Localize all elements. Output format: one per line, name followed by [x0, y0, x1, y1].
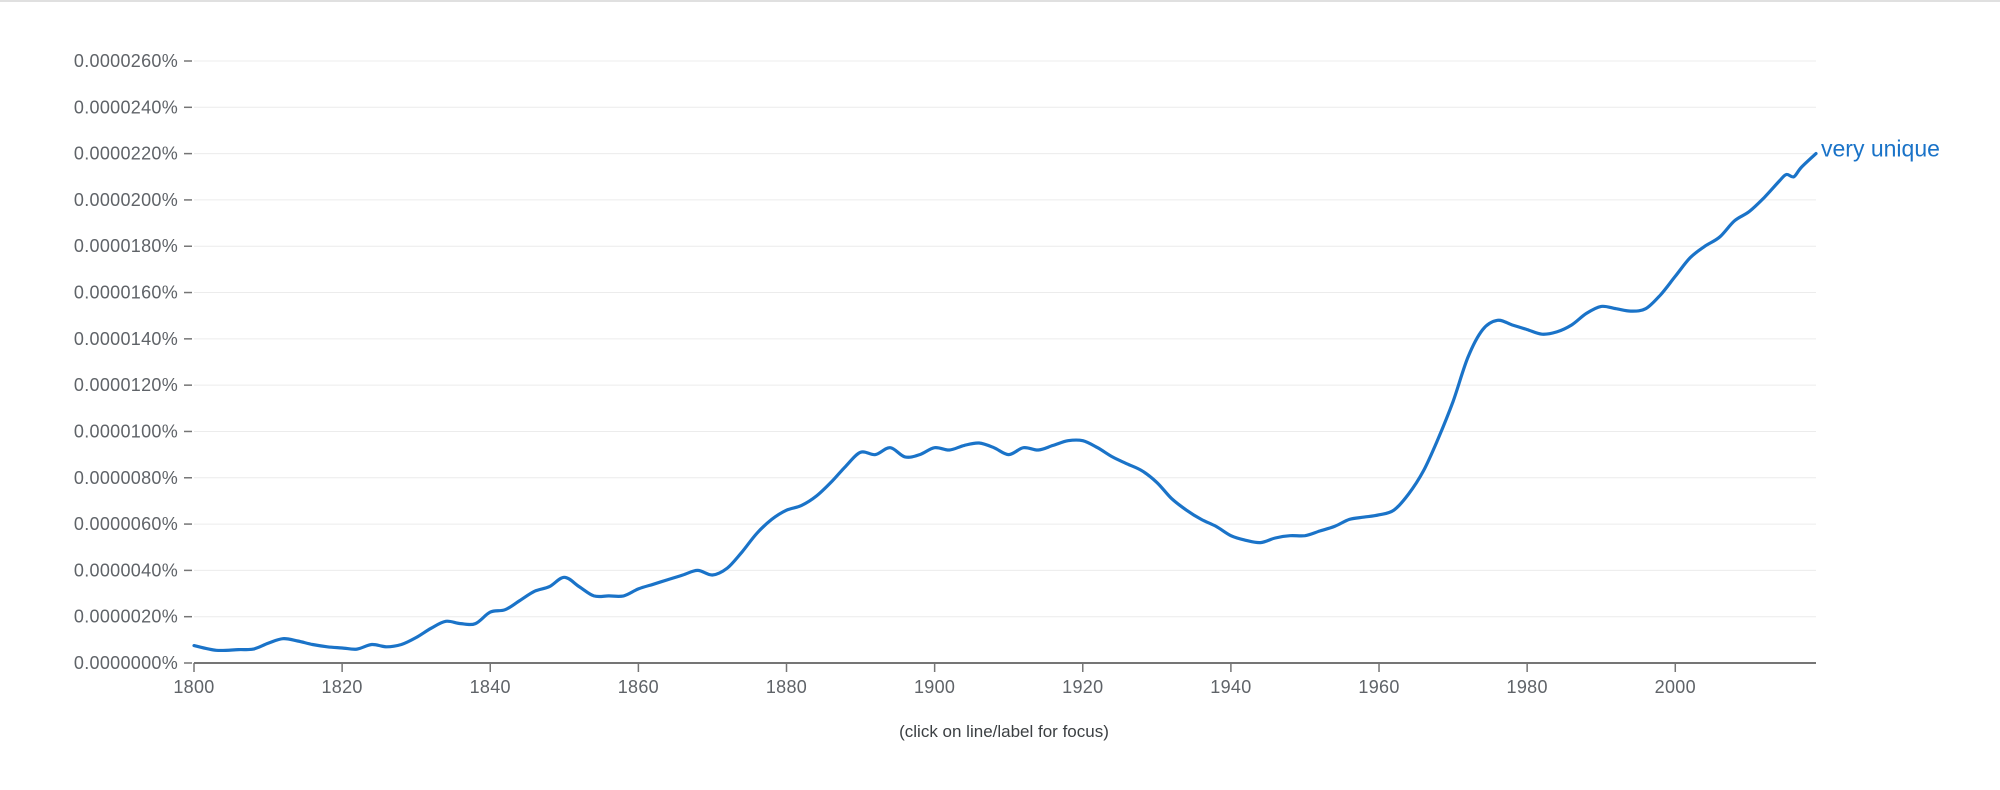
y-tick-label: 0.0000100% [74, 421, 178, 441]
x-tick-label: 1900 [914, 677, 955, 697]
y-tick-label: 0.0000040% [74, 560, 178, 580]
x-tick-label: 1860 [618, 677, 659, 697]
x-tick-label: 1940 [1210, 677, 1251, 697]
x-tick-label: 1960 [1358, 677, 1399, 697]
y-tick-label: 0.0000200% [74, 190, 178, 210]
series-layer[interactable]: very unique [192, 136, 1940, 653]
x-tick-label: 1880 [766, 677, 807, 697]
y-tick-label: 0.0000160% [74, 283, 178, 303]
series-label-very-unique[interactable]: very unique [1821, 136, 1940, 162]
top-divider [0, 0, 2000, 2]
y-tick-label: 0.0000120% [74, 375, 178, 395]
series-line-very-unique[interactable] [192, 152, 1818, 653]
gridlines [194, 60, 1816, 618]
y-tick-label: 0.0000140% [74, 329, 178, 349]
x-tick-label: 1820 [322, 677, 363, 697]
x-tick-label: 1800 [173, 677, 214, 697]
y-tick-label: 0.0000240% [74, 97, 178, 117]
focus-hint: (click on line/label for focus) [899, 722, 1109, 741]
y-tick-label: 0.0000220% [74, 144, 178, 164]
y-tick-label: 0.0000020% [74, 607, 178, 627]
x-tick-label: 1920 [1062, 677, 1103, 697]
y-axis-ticks: 0.0000000% 0.0000020% 0.0000040% 0.0000060%… [74, 51, 192, 673]
y-tick-label: 0.0000180% [74, 236, 178, 256]
y-tick-label: 0.0000080% [74, 468, 178, 488]
x-tick-label: 1980 [1507, 677, 1548, 697]
y-tick-label: 0.0000060% [74, 514, 178, 534]
y-tick-label: 0.0000000% [74, 653, 178, 673]
y-tick-label: 0.0000260% [74, 51, 178, 71]
x-tick-label: 2000 [1655, 677, 1696, 697]
x-axis-ticks: 1800 1820 1840 1860 1880 1900 1920 1940 1960 1980… [173, 663, 1696, 697]
x-tick-label: 1840 [470, 677, 511, 697]
